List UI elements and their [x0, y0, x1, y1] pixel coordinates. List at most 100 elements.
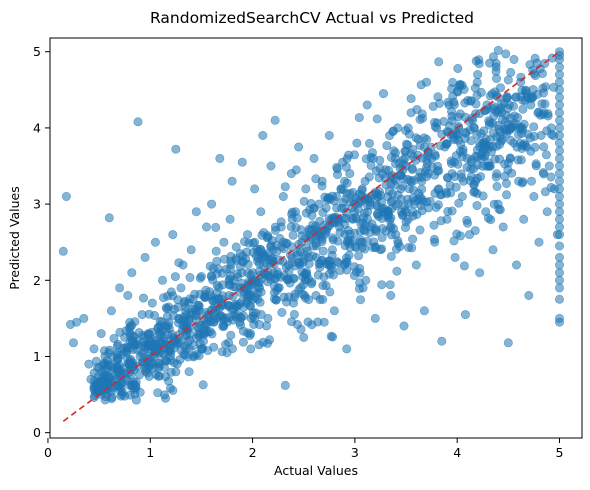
scatter-point [471, 99, 481, 109]
scatter-point [198, 380, 208, 390]
scatter-point [372, 114, 382, 124]
scatter-point [253, 294, 263, 304]
scatter-point [276, 222, 286, 232]
scatter-point [319, 317, 329, 327]
scatter-point [554, 77, 564, 87]
scatter-point [488, 52, 498, 62]
scatter-point [497, 115, 507, 125]
scatter-point [334, 222, 344, 232]
scatter-point [454, 81, 464, 91]
scatter-point [321, 280, 331, 290]
scatter-point [84, 359, 94, 369]
scatter-point [313, 270, 323, 280]
scatter-point [530, 142, 540, 152]
scatter-point [434, 184, 444, 194]
scatter-point [452, 229, 462, 239]
scatter-point [476, 87, 486, 97]
plot-frame [49, 37, 583, 439]
scatter-point [554, 138, 564, 148]
y-tick-label: 2 [33, 273, 41, 288]
scatter-point [423, 203, 433, 213]
scatter-point [554, 283, 564, 293]
scatter-point [158, 348, 168, 358]
scatter-point [403, 214, 413, 224]
scatter-point [311, 290, 321, 300]
scatter-point [501, 49, 511, 59]
scatter-point [174, 313, 184, 323]
scatter-point [173, 338, 183, 348]
scatter-point [268, 245, 278, 255]
scatter-point [544, 161, 554, 171]
scatter-point [355, 237, 365, 247]
scatter-point [131, 381, 141, 391]
scatter-point [492, 169, 502, 179]
scatter-point [246, 344, 256, 354]
scatter-point [219, 237, 229, 247]
scatter-point [459, 261, 469, 271]
scatter-point [202, 222, 212, 232]
scatter-point [301, 184, 311, 194]
scatter-point [503, 165, 513, 175]
scatter-point [365, 222, 375, 232]
scatter-point [495, 83, 505, 93]
scatter-point [120, 391, 130, 401]
scatter-point [554, 184, 564, 194]
scatter-point [215, 153, 225, 163]
scatter-point [321, 225, 331, 235]
x-tick-label: 3 [351, 445, 359, 460]
scatter-point [283, 274, 293, 284]
scatter-point [277, 307, 287, 317]
scatter-point [283, 260, 293, 270]
scatter-point [338, 197, 348, 207]
scatter-point [440, 142, 450, 152]
scatter-point [207, 199, 217, 209]
scatter-point [256, 207, 266, 217]
scatter-point [483, 104, 493, 114]
scatter-point [139, 293, 149, 303]
scatter-point [537, 69, 547, 79]
scatter-point [363, 201, 373, 211]
scatter-point [554, 85, 564, 95]
scatter-point [278, 192, 288, 202]
x-tick-label: 2 [249, 445, 257, 460]
scatter-point [460, 98, 470, 108]
scatter-point [360, 176, 370, 186]
y-tick-label: 3 [33, 197, 41, 212]
scatter-point [484, 116, 494, 126]
scatter-point [372, 210, 382, 220]
scatter-point [117, 378, 127, 388]
scatter-point [135, 351, 145, 361]
scatter-point [228, 291, 238, 301]
scatter-point [411, 260, 421, 270]
scatter-point [323, 257, 333, 267]
scatter-point [523, 129, 533, 139]
scatter-point [248, 268, 258, 278]
scatter-point [171, 144, 181, 154]
scatter-point [481, 207, 491, 217]
scatter-point [462, 153, 472, 163]
scatter-point [381, 165, 391, 175]
scatter-point [248, 311, 258, 321]
scatter-point [290, 207, 300, 217]
scatter-point [554, 153, 564, 163]
scatter-point [328, 235, 338, 245]
scatter-point [358, 218, 368, 228]
scatter-point [221, 339, 231, 349]
scatter-point [430, 237, 440, 247]
scatter-point [58, 246, 68, 256]
scatter-point [86, 374, 96, 384]
scatter-point [154, 371, 164, 381]
scatter-point [386, 290, 396, 300]
points-layer [58, 45, 564, 405]
scatter-point [288, 298, 298, 308]
scatter-point [450, 252, 460, 262]
scatter-point [153, 363, 163, 373]
scatter-point [485, 161, 495, 171]
scatter-point [340, 260, 350, 270]
scatter-point [409, 199, 419, 209]
scatter-point [332, 162, 342, 172]
scatter-point [456, 169, 466, 179]
scatter-point [349, 150, 359, 160]
scatter-point [503, 338, 513, 348]
